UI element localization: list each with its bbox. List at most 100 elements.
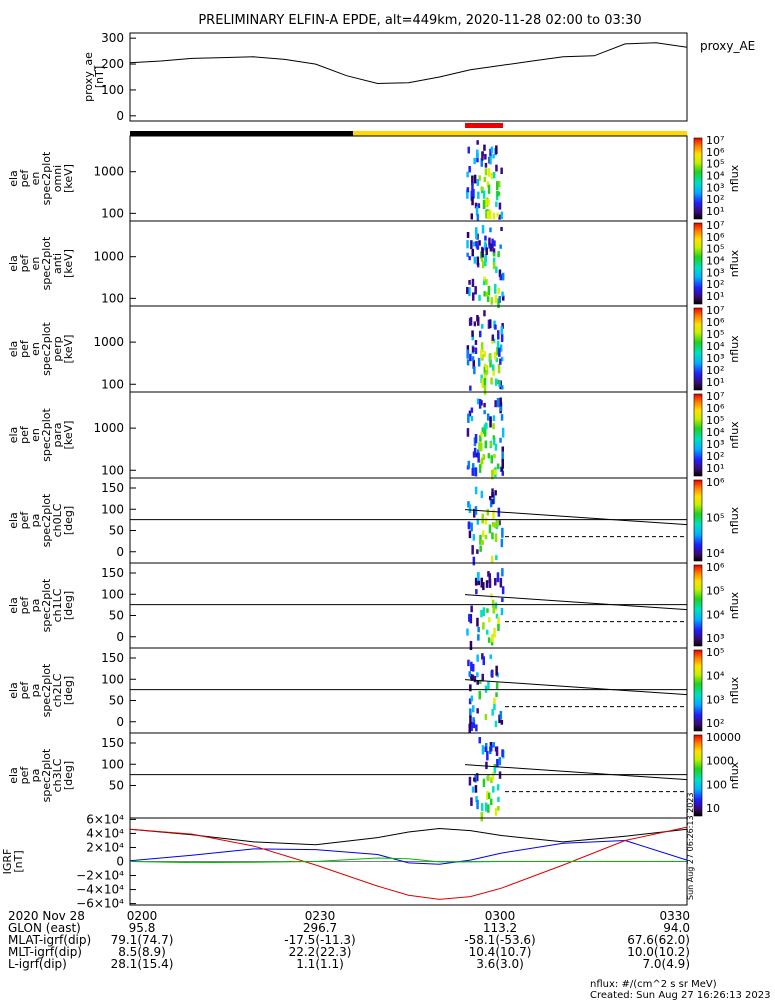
en-anti-spectrogram-cell	[494, 284, 497, 294]
en-perp-spectrogram-cell	[466, 359, 470, 366]
en-perp-spectrogram-cell	[501, 323, 504, 329]
pa-ch1-spectrogram-cell	[475, 589, 478, 595]
pa-ch1-ytick-label: 100	[101, 587, 124, 601]
igrf-ytick-label: 4×10⁴	[86, 826, 124, 840]
footer-cell: 0300	[485, 909, 516, 923]
en-anti-spectrogram-cell	[498, 269, 502, 278]
en-para-spectrogram-cell	[499, 397, 502, 407]
en-perp-spectrogram-cell	[483, 310, 486, 317]
en-omni-spectrogram-cell	[483, 144, 486, 151]
pa-ch3-spectrogram-cell	[498, 757, 502, 766]
en-perp-spectrogram-cell	[500, 356, 504, 362]
pa-ch0-spectrogram-cell	[486, 509, 489, 516]
en-omni-spectrogram-cell	[490, 146, 494, 154]
en-perp-spectrogram-cell	[469, 317, 473, 326]
en-omni-spectrogram-cell	[486, 210, 490, 219]
en-omni-spectrogram-cell	[495, 201, 498, 207]
en-perp-spectrogram-cell	[498, 380, 501, 387]
pa-ch2-spectrogram-cell	[493, 697, 496, 705]
en-omni-ytick-label: 100	[101, 206, 124, 220]
en-omni-ylabel-line: ela	[7, 170, 20, 187]
pa-ch3-spectrogram-cell	[484, 802, 488, 812]
en-perp-spectrogram-cell	[498, 347, 501, 357]
pa-ch1-spectrogram-cell	[500, 607, 504, 616]
figure-title: PRELIMINARY ELFIN-A EPDE, alt=449km, 202…	[198, 13, 641, 28]
en-omni-spectrogram-cell	[486, 197, 489, 207]
pa-ch3-spectrogram-cell	[481, 745, 485, 755]
en-para-ylabel-line: pef	[18, 425, 31, 444]
en-omni-ylabel-line: [keV]	[62, 164, 75, 193]
en-omni-spectrogram-cell	[470, 213, 473, 220]
en-anti-spectrogram-cell	[490, 297, 493, 305]
pa-ch0-colorbar-tick-label: 10⁵	[706, 512, 724, 525]
en-omni-spectrogram-cell	[473, 157, 476, 165]
igrf-ytick-label: −4×10⁴	[76, 883, 124, 897]
en-omni-spectrogram-cell	[478, 175, 481, 181]
pa-ch1-spectrogram-cell	[482, 607, 486, 617]
proxy-ae-frame	[129, 32, 688, 122]
orbit-day-yellow-bar	[353, 131, 687, 136]
pa-ch3-spectrogram-cell	[490, 777, 493, 784]
en-omni-spectrogram-cell	[471, 189, 474, 198]
pa-ch3-spectrogram-cell	[487, 804, 490, 813]
pa-ch3-spectrogram-cell	[492, 742, 495, 748]
en-perp-spectrogram-cell	[469, 385, 472, 391]
en-para-spectrogram-cell	[489, 419, 492, 428]
en-anti-spectrogram-cell	[497, 298, 500, 308]
en-anti-colorbar-tick-label: 10¹	[706, 290, 724, 303]
en-perp-colorbar-tick-label: 10¹	[706, 376, 724, 389]
igrf-series-line	[129, 826, 688, 900]
pa-ch1-ytick-label: 50	[109, 609, 124, 623]
en-omni-colorbar-tick-label: 10¹	[706, 205, 724, 218]
en-anti-spectrogram-cell	[494, 295, 498, 304]
en-para-spectrogram-cell	[472, 451, 476, 458]
pa-ch2-spectrogram-cell	[478, 690, 481, 700]
proxy-ae-ylabel-line: [nT]	[93, 66, 106, 88]
pa-ch1-spectrogram-cell	[474, 577, 478, 586]
en-para-spectrogram-cell	[491, 469, 494, 480]
en-perp-spectrogram-cell	[489, 358, 492, 368]
pa-ch0-spectrogram-cell	[489, 496, 492, 501]
en-perp-colorbar-tick-label: 10⁶	[706, 316, 725, 329]
pa-ch1-colorbar-tick-label: 10⁵	[706, 585, 724, 598]
en-para-spectrogram-cell	[478, 464, 482, 473]
en-anti-ylabel-line: anti	[51, 253, 64, 274]
en-para-colorbar	[693, 393, 703, 477]
en-omni-spectrogram-cell	[498, 202, 502, 210]
en-anti-spectrogram-cell	[473, 256, 477, 264]
en-anti-spectrogram-cell	[502, 295, 505, 301]
pa-ch1-spectrogram-cell	[477, 627, 480, 633]
pa-ch3-spectrogram-cell	[487, 774, 490, 782]
en-para-colorbar-label: nflux	[728, 421, 741, 449]
footer-cell: 1.1(1.1)	[296, 957, 344, 971]
en-anti-spectrogram-cell	[493, 240, 496, 247]
en-anti-spectrogram-cell	[466, 252, 469, 257]
en-perp-spectrogram-cell	[481, 324, 484, 329]
pa-ch0-frame	[129, 477, 688, 564]
en-omni-spectrogram-cell	[476, 179, 480, 186]
pa-ch1-spectrogram-cell	[466, 628, 469, 636]
en-omni-spectrogram-cell	[498, 181, 501, 187]
en-omni-spectrogram-cell	[486, 181, 490, 188]
en-para-colorbar-tick-label: 10²	[706, 450, 724, 463]
en-omni-colorbar-tick-label: 10⁴	[706, 170, 725, 183]
footer-cell: GLON (east)	[8, 921, 81, 935]
en-perp-spectrogram-cell	[500, 333, 504, 343]
en-omni-ylabel-line: pef	[18, 169, 31, 188]
footer-cell: 113.2	[483, 921, 517, 935]
en-omni-spectrogram-cell	[484, 168, 488, 176]
pa-ch2-spectrogram-cell	[472, 719, 476, 729]
en-perp-spectrogram-cell	[492, 338, 496, 343]
en-omni-spectrogram-cell	[500, 211, 504, 220]
pa-ch1-spectrogram-cell	[482, 622, 485, 630]
en-para-spectrogram-cell	[496, 398, 500, 408]
pa-ch1-spectrogram-cell	[488, 573, 491, 584]
pa-ch1-spectrogram-cell	[493, 627, 496, 638]
pa-ch1-spectrogram-cell	[468, 614, 471, 622]
en-anti-spectrogram-cell	[485, 291, 489, 297]
pa-ch0-spectrogram-cell	[471, 545, 474, 555]
en-anti-spectrogram-cell	[492, 252, 496, 257]
pa-ch3-spectrogram-cell	[480, 811, 483, 822]
pa-ch2-ylabel-line: pa	[29, 684, 42, 698]
en-anti-colorbar-tick-label: 10²	[706, 278, 724, 291]
